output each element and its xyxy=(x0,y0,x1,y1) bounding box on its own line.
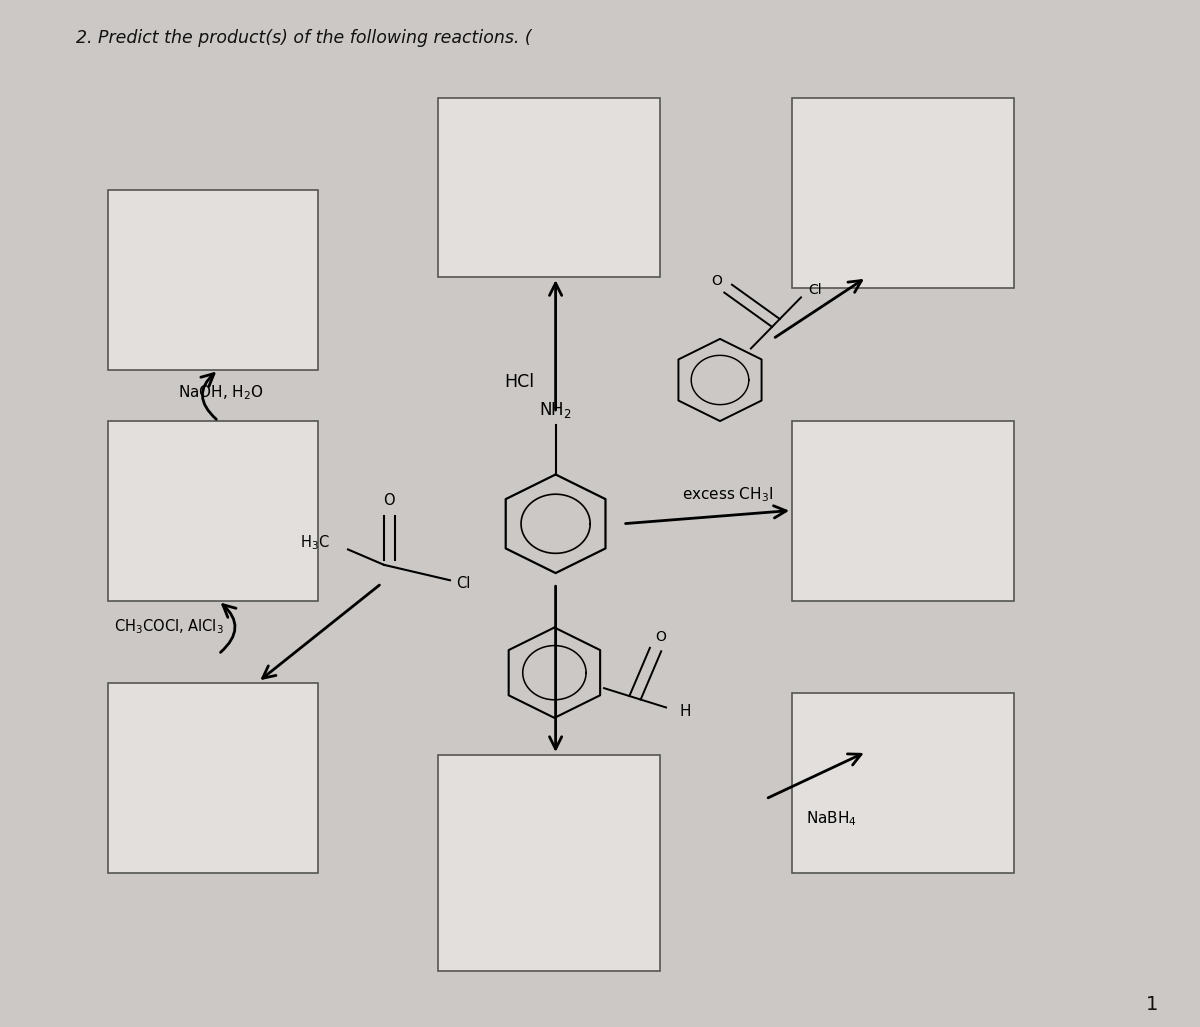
Text: HCl: HCl xyxy=(504,373,534,391)
Text: NaOH, H$_2$O: NaOH, H$_2$O xyxy=(178,383,264,402)
Text: 2. Predict the product(s) of the following reactions. (: 2. Predict the product(s) of the followi… xyxy=(76,29,532,47)
Bar xyxy=(108,421,318,601)
Text: 1: 1 xyxy=(1146,995,1158,1014)
Bar xyxy=(108,190,318,370)
Bar xyxy=(792,421,1014,601)
Text: CH$_3$COCl, AlCl$_3$: CH$_3$COCl, AlCl$_3$ xyxy=(114,617,223,636)
Bar xyxy=(108,683,318,873)
Text: O: O xyxy=(655,630,666,644)
Text: H: H xyxy=(679,705,691,719)
Bar xyxy=(438,98,660,277)
Text: NaBH$_4$: NaBH$_4$ xyxy=(806,809,857,828)
Text: NH$_2$: NH$_2$ xyxy=(539,401,572,420)
Text: excess CH$_3$I: excess CH$_3$I xyxy=(682,486,773,504)
Text: Cl: Cl xyxy=(456,576,470,591)
Text: Cl: Cl xyxy=(809,282,822,297)
Text: H$_3$C: H$_3$C xyxy=(300,533,330,551)
Bar xyxy=(792,693,1014,873)
Text: O: O xyxy=(383,493,395,508)
Bar xyxy=(438,755,660,971)
Text: O: O xyxy=(712,274,722,288)
Bar xyxy=(792,98,1014,288)
